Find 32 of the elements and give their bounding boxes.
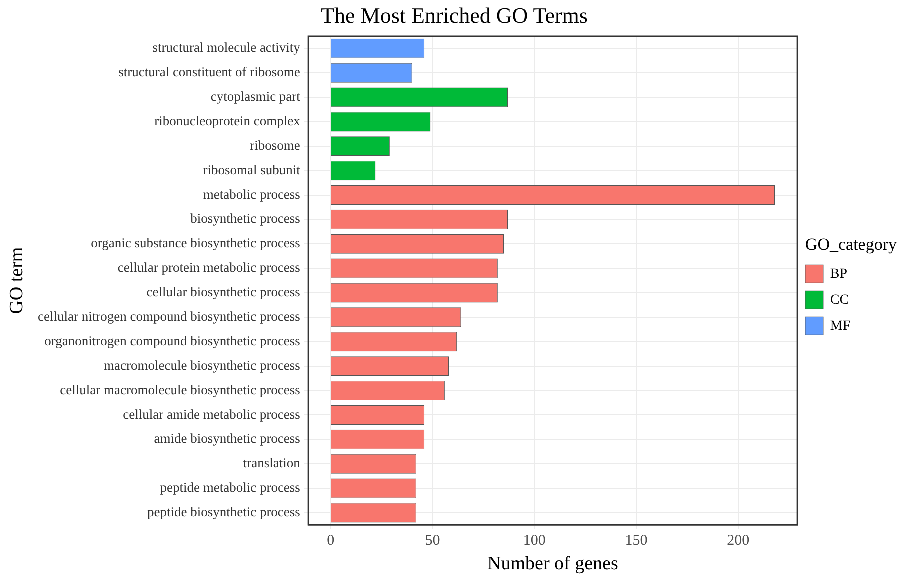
y-tick-label: biosynthetic process xyxy=(190,211,300,226)
y-tick-label: cellular macromolecule biosynthetic process xyxy=(60,382,300,398)
y-tick-label: ribosomal subunit xyxy=(203,162,301,178)
y-tick-label: metabolic process xyxy=(203,186,300,202)
y-tick-label: cellular amide metabolic process xyxy=(123,406,300,422)
y-tick-label: amide biosynthetic process xyxy=(154,431,300,446)
legend-label: BP xyxy=(830,266,848,282)
y-tick-label: cellular protein metabolic process xyxy=(118,260,300,276)
y-tick-label: cellular biosynthetic process xyxy=(146,284,300,300)
y-tick-label: macromolecule biosynthetic process xyxy=(104,358,300,373)
y-tick-label: peptide metabolic process xyxy=(160,480,300,496)
y-tick-label: organonitrogen compound biosynthetic process xyxy=(44,333,300,348)
x-tick-label: 150 xyxy=(625,533,648,550)
legend-title: GO_category xyxy=(805,234,898,254)
legend-label: CC xyxy=(830,292,850,308)
y-tick-label: ribosome xyxy=(250,138,300,153)
y-tick-label: peptide biosynthetic process xyxy=(147,504,300,520)
y-tick-label: cellular nitrogen compound biosynthetic process xyxy=(38,309,300,324)
legend-label: MF xyxy=(830,318,851,334)
y-tick-label: structural constituent of ribosome xyxy=(118,64,300,80)
y-axis-title: GO term xyxy=(6,247,28,314)
x-axis-title: Number of genes xyxy=(488,554,618,575)
x-tick-label: 100 xyxy=(523,533,546,550)
x-tick-label: 200 xyxy=(727,533,750,550)
x-tick-label: 0 xyxy=(327,533,335,550)
y-tick-label: translation xyxy=(243,456,301,471)
x-tick-label: 50 xyxy=(425,533,440,550)
y-tick-label: structural molecule activity xyxy=(152,40,301,56)
chart-title: The Most Enriched GO Terms xyxy=(321,2,588,28)
y-tick-label: organic substance biosynthetic process xyxy=(91,236,300,251)
y-tick-label: cytoplasmic part xyxy=(210,89,301,104)
y-tick-label: ribonucleoprotein complex xyxy=(154,113,301,128)
